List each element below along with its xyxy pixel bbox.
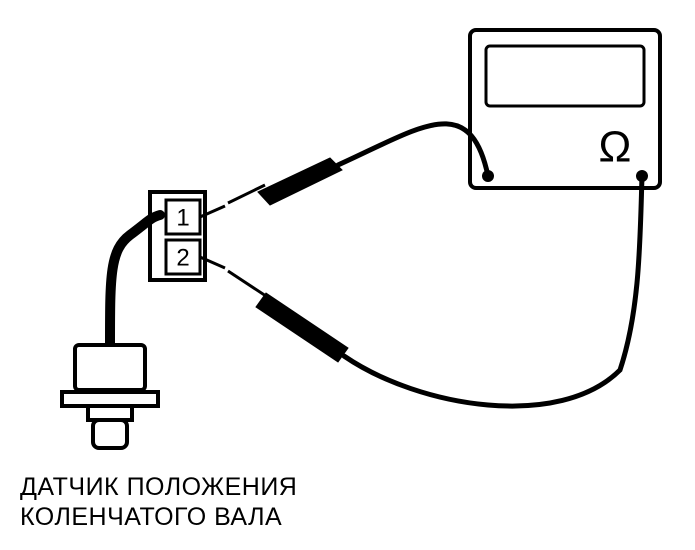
probe-top-body: [258, 158, 342, 205]
sensor-tip: [93, 420, 127, 448]
multimeter: Ω: [470, 30, 660, 188]
crankshaft-position-sensor: [62, 345, 158, 448]
probe-bottom-assembly: [228, 176, 642, 406]
probe-top-lead-to-meter: [338, 124, 488, 176]
sensor-body: [75, 345, 145, 390]
meter-screen: [486, 46, 644, 106]
caption-line-2: КОЛЕНЧАТОГО ВАЛА: [20, 503, 282, 531]
diagram-stage: Ω 1 2: [0, 0, 695, 550]
probe-bottom-body: [256, 293, 348, 362]
sensor-flange: [62, 392, 158, 406]
caption-line-1: ДАТЧИК ПОЛОЖЕНИЯ: [20, 473, 297, 501]
wiring-diagram-svg: Ω 1 2: [0, 0, 695, 550]
connector-pin-2-label: 2: [176, 245, 189, 272]
connector-pin-1-label: 1: [176, 205, 189, 232]
probe-top-assembly: [228, 124, 488, 205]
connector: 1 2: [150, 192, 225, 280]
diagram-caption: ДАТЧИК ПОЛОЖЕНИЯ КОЛЕНЧАТОГО ВАЛА: [20, 473, 297, 532]
probe-bottom-tip-wire: [228, 271, 272, 300]
ohm-symbol: Ω: [599, 123, 632, 172]
sensor-neck: [88, 406, 132, 420]
probe-bottom-lead-to-meter: [344, 176, 642, 406]
